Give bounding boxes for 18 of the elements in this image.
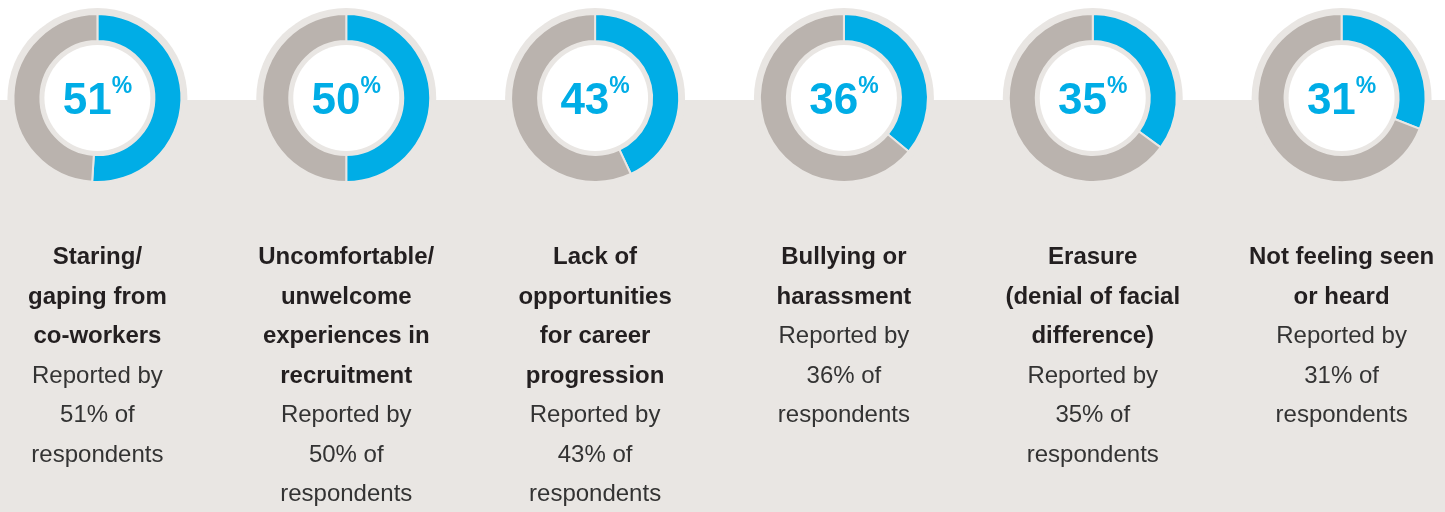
text: 31$^{%}$ [1306, 72, 1377, 123]
text: Reported by 43% of respondents [529, 400, 662, 506]
text: 50$^{%}$ [311, 72, 381, 123]
text: Reported by 35% of respondents [1026, 360, 1159, 467]
text: Lack of opportunities for career progression [518, 242, 672, 388]
text: Staring/ gaping from co-workers [28, 242, 167, 348]
text: 35$^{%}$ [1058, 72, 1128, 123]
text: Reported by 50% of respondents [280, 400, 413, 506]
text: 43$^{%}$ [560, 72, 630, 123]
text: Reported by 51% of respondents [31, 360, 164, 467]
text: Reported by 36% of respondents [777, 321, 910, 427]
text: 36$^{%}$ [809, 72, 879, 123]
text: Reported by 31% of respondents [1275, 321, 1408, 427]
text: Bullying or harassment [776, 242, 912, 309]
text: 51$^{%}$ [62, 72, 133, 123]
text: Erasure (denial of facial difference) [1005, 242, 1181, 348]
text: Uncomfortable/ unwelcome experiences in recruitment [258, 242, 435, 388]
text: Not feeling seen or heard [1248, 242, 1435, 309]
